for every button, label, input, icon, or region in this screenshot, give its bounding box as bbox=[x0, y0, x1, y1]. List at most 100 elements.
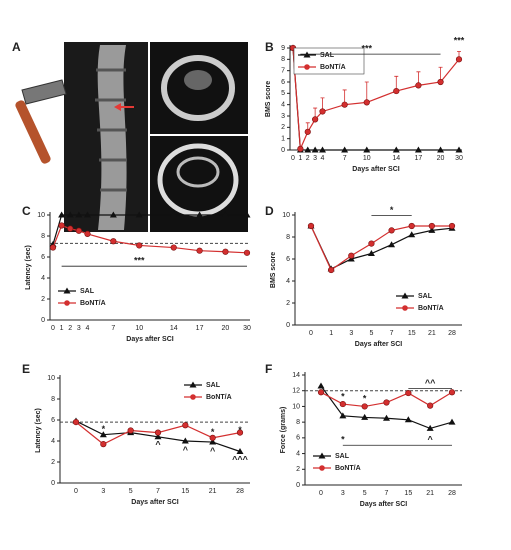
series-line bbox=[310, 225, 452, 271]
spine-image bbox=[64, 42, 248, 232]
y-tick-label: 10 bbox=[47, 375, 55, 382]
annotation: * bbox=[363, 394, 367, 404]
x-tick-label: 28 bbox=[448, 490, 456, 497]
annotation: ^ bbox=[210, 446, 216, 456]
marker bbox=[448, 418, 456, 425]
legend-label: SAL bbox=[320, 52, 335, 59]
legend-label: SAL bbox=[206, 382, 221, 389]
x-axis-label: Days after SCI bbox=[355, 341, 403, 348]
panel-label: D bbox=[265, 204, 274, 218]
marker bbox=[383, 414, 390, 421]
marker bbox=[236, 448, 244, 454]
marker bbox=[455, 56, 463, 63]
legend-marker bbox=[402, 305, 408, 311]
legend-marker bbox=[318, 452, 326, 459]
annotation: * bbox=[102, 424, 106, 434]
annotation: * bbox=[238, 425, 242, 435]
y-tick-label: 4 bbox=[296, 450, 300, 457]
legend-label: SAL bbox=[418, 293, 433, 300]
y-tick-label: 2 bbox=[51, 459, 55, 466]
marker bbox=[404, 416, 412, 423]
x-tick-label: 3 bbox=[313, 155, 317, 162]
y-tick-label: 10 bbox=[282, 212, 290, 219]
x-tick-label: 30 bbox=[243, 325, 251, 332]
marker bbox=[72, 419, 80, 426]
marker bbox=[170, 244, 177, 251]
x-tick-label: 14 bbox=[170, 325, 178, 332]
annotation: * bbox=[341, 435, 345, 445]
x-tick-label: 7 bbox=[111, 325, 115, 332]
marker bbox=[415, 82, 422, 89]
marker bbox=[408, 231, 416, 238]
marker bbox=[363, 146, 371, 153]
marker bbox=[341, 101, 348, 108]
x-tick-label: 28 bbox=[448, 330, 456, 337]
y-tick-label: 0 bbox=[286, 322, 290, 329]
y-axis-label: Force (grams) bbox=[280, 407, 287, 454]
panel-label: E bbox=[22, 362, 30, 376]
x-axis-label: Days after SCI bbox=[126, 336, 174, 343]
x-tick-label: 7 bbox=[385, 490, 389, 497]
legend-box bbox=[293, 47, 365, 75]
y-tick-label: 6 bbox=[281, 79, 285, 86]
x-tick-label: 2 bbox=[68, 325, 72, 332]
x-tick-label: 17 bbox=[415, 155, 423, 162]
marker bbox=[388, 241, 396, 248]
x-tick-label: 21 bbox=[428, 330, 436, 337]
y-tick-label: 8 bbox=[286, 234, 290, 241]
x-tick-label: 15 bbox=[408, 330, 416, 337]
y-tick-label: 2 bbox=[296, 466, 300, 473]
y-tick-label: 0 bbox=[41, 317, 45, 324]
x-tick-label: 30 bbox=[455, 155, 463, 162]
x-axis-label: Days after SCI bbox=[131, 499, 179, 506]
marker bbox=[426, 424, 434, 431]
marker bbox=[99, 431, 107, 438]
y-tick-label: 6 bbox=[51, 417, 55, 424]
annotation: ^^^ bbox=[232, 454, 249, 464]
annotation: *** bbox=[134, 256, 145, 266]
x-tick-label: 3 bbox=[77, 325, 81, 332]
marker bbox=[339, 412, 347, 419]
annotation: * bbox=[341, 391, 345, 401]
marker bbox=[363, 99, 370, 106]
marker bbox=[196, 247, 203, 254]
x-tick-label: 15 bbox=[181, 488, 189, 495]
marker bbox=[304, 146, 312, 153]
x-tick-label: 3 bbox=[349, 330, 353, 337]
marker bbox=[196, 211, 204, 218]
x-tick-label: 10 bbox=[363, 155, 371, 162]
y-tick-label: 10 bbox=[37, 212, 45, 219]
x-tick-label: 1 bbox=[298, 155, 302, 162]
x-tick-label: 7 bbox=[343, 155, 347, 162]
x-tick-label: 1 bbox=[60, 325, 64, 332]
marker bbox=[243, 249, 251, 256]
legend-label: BoNT/A bbox=[320, 64, 346, 71]
marker bbox=[182, 422, 189, 429]
y-tick-label: 4 bbox=[281, 102, 285, 109]
x-tick-label: 14 bbox=[392, 155, 400, 162]
marker bbox=[58, 222, 65, 229]
annotation: *** bbox=[454, 36, 465, 46]
y-tick-label: 3 bbox=[281, 113, 285, 120]
marker bbox=[136, 242, 143, 249]
marker bbox=[405, 389, 412, 397]
legend-marker bbox=[319, 465, 325, 471]
x-tick-label: 17 bbox=[196, 325, 204, 332]
marker bbox=[317, 382, 325, 389]
x-tick-label: 5 bbox=[363, 490, 367, 497]
legend-label: BoNT/A bbox=[335, 465, 361, 472]
marker bbox=[361, 403, 368, 410]
marker bbox=[84, 230, 91, 237]
y-tick-label: 0 bbox=[51, 480, 55, 487]
x-tick-label: 1 bbox=[329, 330, 333, 337]
y-tick-label: 8 bbox=[41, 233, 45, 240]
y-tick-label: 4 bbox=[41, 275, 45, 282]
y-tick-label: 1 bbox=[281, 136, 285, 143]
marker bbox=[437, 146, 445, 153]
annotation: *** bbox=[362, 44, 373, 54]
marker bbox=[368, 240, 375, 247]
y-tick-label: 4 bbox=[286, 278, 290, 285]
y-tick-label: 8 bbox=[281, 56, 285, 63]
y-tick-label: 6 bbox=[286, 256, 290, 263]
legend-label: BoNT/A bbox=[80, 300, 106, 307]
